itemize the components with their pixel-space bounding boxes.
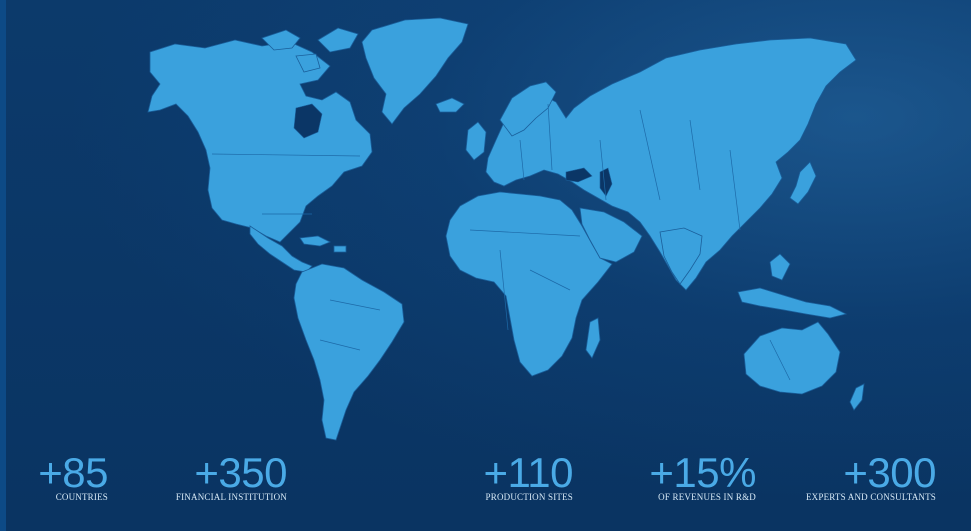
south-america-shape — [293, 263, 405, 441]
stat-revenues-rd: +15% OF REVENUES IN R&D — [620, 452, 756, 503]
stat-financial-institution: +350 FINANCIAL INSTITUTION — [160, 449, 288, 503]
black-sea-shape — [565, 167, 593, 183]
hudson-bay-shape — [293, 103, 323, 139]
stat-production-sites: +110 PRODUCTION SITES — [460, 449, 574, 503]
stat-value: +110 — [483, 449, 574, 496]
stat-value: +300 — [843, 449, 936, 496]
stat-label: EXPERTS AND CONSULTANTS — [805, 492, 936, 502]
stat-countries: +85 COUNTRIES — [20, 452, 108, 503]
stat-value: +350 — [194, 449, 287, 496]
madagascar-shape — [585, 317, 601, 359]
greenland-shape — [361, 17, 469, 125]
stat-label: COUNTRIES — [55, 492, 108, 502]
arabian-peninsula-shape — [579, 207, 643, 263]
caspian-sea-shape — [599, 167, 613, 197]
stat-label: OF REVENUES IN R&D — [658, 492, 756, 502]
australia-shape — [743, 321, 841, 395]
stat-label: FINANCIAL INSTITUTION — [175, 492, 287, 502]
scandinavia-shape — [499, 81, 557, 137]
stat-label: PRODUCTION SITES — [485, 492, 573, 502]
southeast-asia-islands-shape — [737, 253, 848, 319]
caribbean-islands-shape — [299, 235, 347, 253]
iceland-shape — [435, 97, 465, 113]
japan-shape — [789, 161, 817, 205]
new-zealand-shape — [849, 383, 865, 411]
india-shape — [659, 227, 703, 285]
stat-experts-consultants: +300 EXPERTS AND CONSULTANTS — [790, 449, 937, 503]
north-america-shape — [147, 39, 373, 243]
arctic-islands-shape — [261, 27, 359, 73]
country-borders — [211, 103, 791, 381]
africa-shape — [445, 191, 613, 377]
uk-shape — [465, 121, 487, 161]
stat-value: +15% — [649, 449, 756, 496]
stat-value: +85 — [38, 449, 108, 496]
eurasia-shape — [485, 37, 857, 291]
